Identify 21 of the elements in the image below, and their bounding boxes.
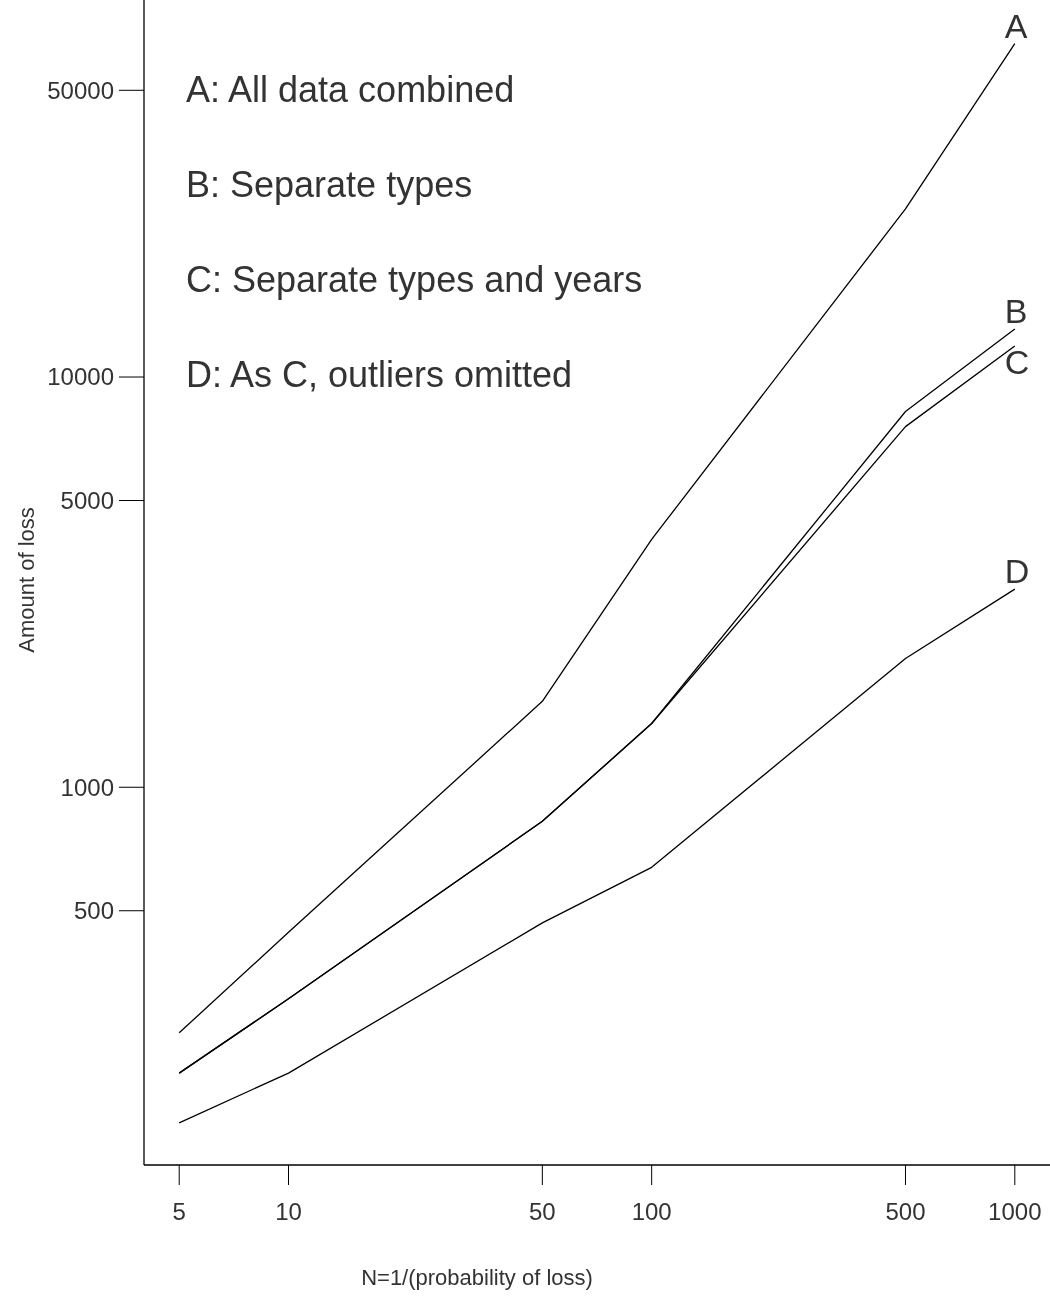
annotation: B: Separate types <box>186 164 473 205</box>
annotation: D: As C, outliers omitted <box>186 354 573 395</box>
annotation: C: Separate types and years <box>186 259 643 300</box>
annotation: A: All data combined <box>186 69 515 110</box>
x-tick-label: 100 <box>631 1198 672 1225</box>
x-tick-label: 500 <box>885 1198 926 1225</box>
y-tick-label: 5000 <box>60 486 114 514</box>
y-axis-title: Amount of loss <box>14 507 39 653</box>
series-label: C <box>1004 343 1030 382</box>
series-label: D <box>1004 552 1030 591</box>
y-tick-label: 500 <box>73 897 114 925</box>
x-tick-label: 50 <box>528 1198 556 1225</box>
y-tick-label: 10000 <box>47 363 114 391</box>
series-label: A <box>1004 6 1028 45</box>
y-tick-label: 50000 <box>47 76 114 104</box>
x-tick-label: 10 <box>275 1198 302 1225</box>
x-tick-label: 5 <box>172 1198 186 1225</box>
y-tick-label: 1000 <box>60 773 114 801</box>
x-tick-label: 1000 <box>988 1198 1042 1225</box>
series-label: B <box>1004 291 1028 330</box>
x-axis-title: N=1/(probability of loss) <box>361 1265 593 1290</box>
